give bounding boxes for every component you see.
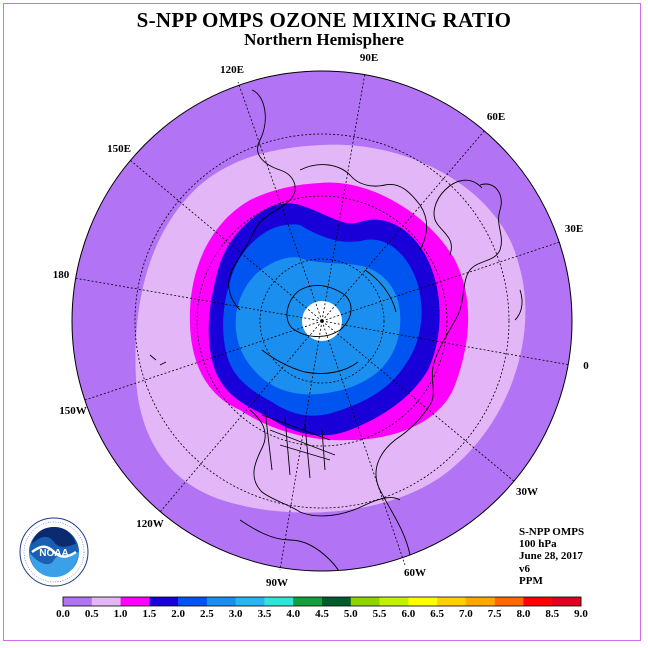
map-subtitle: Northern Hemisphere — [244, 30, 404, 49]
lon-label-120e: 120E — [220, 64, 244, 76]
lon-label-120w: 120W — [136, 518, 164, 530]
coastline-outlines — [149, 89, 523, 571]
colorbar-tick-label: 8.5 — [545, 608, 560, 620]
colorbar-tick-label: 1.5 — [142, 608, 157, 620]
lon-label-30e: 30E — [565, 223, 583, 235]
colorbar-tick-label: 4.0 — [286, 608, 301, 620]
colorbar-swatch — [63, 597, 93, 606]
colorbar-swatch — [293, 597, 323, 606]
colorbar-tick-label: 3.5 — [257, 608, 272, 620]
colorbar-tick-label: 2.5 — [200, 608, 214, 620]
colorbar-swatch — [322, 597, 352, 606]
instrument-label: S-NPP OMPS — [519, 526, 585, 538]
map-title: S-NPP OMPS OZONE MIXING RATIO — [136, 8, 512, 32]
colorbar-swatch — [178, 597, 208, 606]
colorbar-tick-label: 3.0 — [228, 608, 243, 620]
observation-date: June 28, 2017 — [519, 550, 583, 563]
lon-label-30w: 30W — [516, 486, 538, 498]
colorbar-swatch — [437, 597, 467, 606]
lon-label-0: 0 — [583, 360, 589, 372]
lon-label-90w: 90W — [266, 577, 288, 589]
colorbar-swatch — [264, 597, 294, 606]
colorbar-tick-labels: 0.0 0.5 1.0 1.5 2.0 2.5 3.0 3.5 4.0 4.5 5.0 5.5 6.0 6… — [0, 608, 648, 622]
colorbar — [62, 596, 582, 607]
colorbar-tick-label: 5.0 — [343, 608, 358, 620]
figure-frame — [3, 3, 641, 641]
lon-label-60e: 60E — [487, 111, 505, 123]
colorbar-swatch — [206, 597, 236, 606]
pressure-level: 100 hPa — [519, 538, 557, 551]
colorbar-tick-label: 5.5 — [372, 608, 387, 620]
lon-label-150w: 150W — [59, 405, 87, 417]
colorbar-swatch — [91, 597, 121, 606]
colorbar-tick-label: 0.0 — [56, 608, 70, 620]
colorbar-tick-label: 1.0 — [113, 608, 128, 620]
lon-label-180: 180 — [53, 269, 70, 281]
colorbar-swatch — [552, 597, 582, 606]
colorbar-tick-label: 9.0 — [574, 608, 588, 620]
lon-label-150e: 150E — [107, 143, 131, 155]
colorbar-tick-label: 6.5 — [430, 608, 444, 620]
colorbar-tick-label: 2.0 — [171, 608, 185, 620]
colorbar-swatch — [120, 597, 150, 606]
units-label: PPM — [519, 574, 543, 587]
colorbar-tick-label: 7.5 — [487, 608, 502, 620]
colorbar-swatch — [465, 597, 495, 606]
colorbar-swatch — [408, 597, 438, 606]
longitude-labels: 90E 60E 30E 0 30W 60W 90W 120W 150W 180 … — [53, 52, 590, 589]
colorbar-tick-label: 4.5 — [315, 608, 329, 620]
colorbar-swatch — [494, 597, 524, 606]
colorbar-swatch — [379, 597, 409, 606]
map-boundary — [71, 70, 573, 572]
noaa-logo-text: NOAA — [39, 548, 68, 559]
product-info: S-NPP OMPS 100 hPa June 28, 2017 v6 PPM — [519, 526, 584, 587]
colorbar-swatch — [235, 597, 265, 606]
noaa-logo: NOAA — [19, 517, 89, 587]
product-version: v6 — [519, 562, 530, 575]
colorbar-tick-label: 7.0 — [459, 608, 473, 620]
colorbar-swatch — [350, 597, 380, 606]
graticule — [73, 72, 571, 571]
lon-label-60w: 60W — [404, 567, 426, 579]
colorbar-swatch — [149, 597, 179, 606]
colorbar-tick-label: 8.0 — [516, 608, 531, 620]
lon-label-90e: 90E — [360, 52, 378, 64]
colorbar-tick-label: 6.0 — [401, 608, 416, 620]
colorbar-tick-label: 0.5 — [84, 608, 99, 620]
colorbar-swatch — [523, 597, 553, 606]
